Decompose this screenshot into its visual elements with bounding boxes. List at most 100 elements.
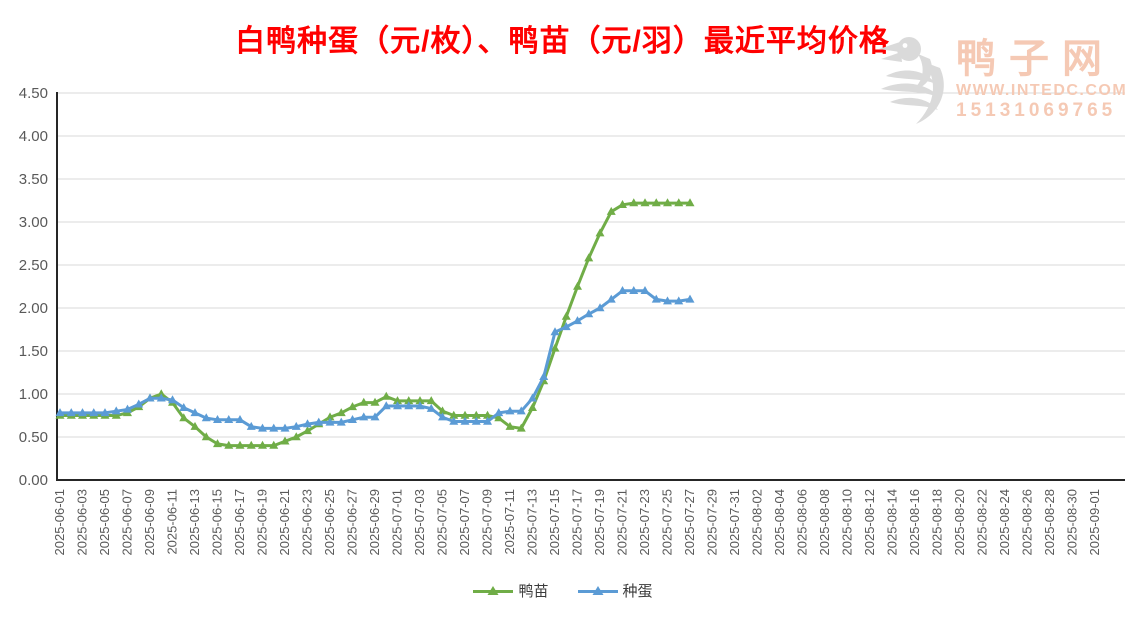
data-point-marker-鸭苗	[404, 396, 414, 405]
data-point-marker-鸭苗	[213, 439, 222, 448]
data-point-marker-种蛋	[550, 327, 560, 336]
y-tick-label: 1.00	[19, 386, 48, 403]
y-tick-label: 4.50	[19, 85, 48, 102]
data-point-marker-种蛋	[336, 417, 346, 426]
data-point-marker-种蛋	[190, 408, 200, 417]
data-point-marker-种蛋	[415, 401, 425, 410]
x-tick-label: 2025-08-16	[907, 489, 922, 556]
data-point-marker-鸭苗	[224, 440, 234, 449]
data-point-marker-鸭苗	[618, 200, 627, 208]
legend-swatch-egg-icon	[577, 585, 618, 595]
data-point-marker-鸭苗	[651, 198, 661, 207]
site-watermark: 鸭子网 WWW.INTEDC.COM 15131069765	[878, 30, 1125, 135]
data-point-marker-鸭苗	[246, 440, 256, 449]
x-tick-label: 2025-08-30	[1065, 489, 1080, 556]
x-tick-label: 2025-08-12	[862, 489, 877, 556]
x-tick-label: 2025-06-25	[322, 489, 337, 556]
data-point-marker-种蛋	[528, 393, 537, 402]
data-point-marker-鸭苗	[348, 402, 357, 411]
series-line-种蛋	[58, 289, 692, 430]
data-point-marker-种蛋	[471, 416, 481, 425]
data-point-marker-种蛋	[460, 416, 470, 425]
x-tick-label: 2025-07-09	[480, 489, 495, 556]
x-tick-label: 2025-08-18	[930, 489, 945, 556]
data-point-marker-种蛋	[606, 294, 616, 303]
data-point-marker-种蛋	[269, 423, 279, 432]
data-point-marker-鸭苗	[494, 413, 504, 422]
chart-title: 白鸭种蛋（元/枚）、鸭苗（元/羽）最近平均价格	[235, 25, 890, 58]
x-tick-label: 2025-07-27	[682, 489, 697, 556]
data-point-marker-种蛋	[438, 412, 447, 421]
data-point-marker-种蛋	[123, 404, 132, 413]
x-tick-label: 2025-08-04	[772, 489, 787, 556]
data-point-marker-种蛋	[651, 294, 661, 303]
data-point-marker-种蛋	[134, 399, 144, 408]
data-point-marker-鸭苗	[528, 402, 537, 411]
data-point-marker-种蛋	[629, 286, 639, 294]
data-point-marker-鸭苗	[460, 410, 470, 419]
data-point-marker-种蛋	[483, 416, 492, 425]
x-tick-label: 2025-06-07	[120, 489, 135, 556]
data-point-marker-种蛋	[348, 415, 357, 423]
x-tick-label: 2025-09-01	[1087, 489, 1102, 556]
x-tick-label: 2025-06-27	[345, 489, 360, 556]
data-point-marker-种蛋	[674, 296, 684, 305]
x-tick-label: 2025-07-19	[592, 489, 607, 556]
x-tick-label: 2025-08-10	[840, 489, 855, 556]
data-point-marker-种蛋	[595, 303, 605, 312]
data-point-marker-种蛋	[359, 412, 369, 421]
data-point-marker-种蛋	[303, 419, 312, 428]
data-point-marker-种蛋	[78, 408, 87, 417]
data-point-marker-鸭苗	[201, 432, 211, 441]
y-tick-label: 2.00	[19, 300, 48, 317]
data-point-marker-种蛋	[539, 372, 549, 380]
data-point-marker-种蛋	[685, 294, 695, 303]
data-point-marker-种蛋	[55, 408, 65, 417]
legend-label-duckling: 鸭苗	[518, 583, 549, 600]
data-point-marker-种蛋	[89, 408, 99, 417]
x-tick-label: 2025-06-23	[300, 489, 315, 556]
duck-logo-icon	[879, 37, 944, 124]
legend-item-duckling: 鸭苗	[472, 580, 549, 601]
x-tick-label: 2025-06-29	[367, 489, 382, 556]
x-tick-label: 2025-06-17	[232, 489, 247, 556]
data-point-marker-鸭苗	[516, 423, 526, 432]
y-tick-label: 0.50	[19, 429, 48, 446]
data-point-marker-鸭苗	[663, 198, 672, 207]
data-point-marker-鸭苗	[573, 281, 582, 290]
x-tick-label: 2025-07-21	[615, 489, 630, 556]
data-point-marker-鸭苗	[359, 397, 369, 406]
legend-swatch-duckling-icon	[473, 585, 514, 595]
watermark-site-name: 鸭子网	[956, 37, 1115, 81]
x-tick-label: 2025-07-11	[502, 489, 517, 555]
data-point-marker-鸭苗	[415, 396, 425, 405]
y-tick-label: 4.00	[19, 128, 48, 145]
x-tick-label: 2025-07-07	[457, 489, 472, 556]
data-point-marker-鸭苗	[595, 228, 605, 237]
data-point-marker-种蛋	[381, 401, 391, 410]
data-point-marker-鸭苗	[449, 410, 459, 419]
y-tick-label: 3.50	[19, 171, 48, 188]
data-point-marker-种蛋	[235, 415, 245, 423]
data-point-marker-种蛋	[426, 403, 436, 412]
x-tick-label: 2025-07-01	[390, 489, 405, 556]
x-tick-label: 2025-08-20	[952, 489, 967, 556]
x-tick-label: 2025-08-28	[1042, 489, 1057, 556]
x-tick-label: 2025-07-31	[727, 489, 742, 556]
data-point-marker-鸭苗	[111, 410, 121, 419]
data-point-marker-种蛋	[584, 309, 594, 318]
chart-legend: 鸭苗 种蛋	[0, 580, 1125, 601]
data-point-marker-鸭苗	[674, 198, 684, 207]
data-point-marker-鸭苗	[179, 413, 189, 422]
data-point-marker-种蛋	[145, 393, 155, 402]
y-tick-label: 3.00	[19, 214, 48, 231]
data-point-marker-鸭苗	[393, 396, 402, 405]
data-point-marker-种蛋	[156, 393, 166, 402]
data-point-marker-种蛋	[246, 421, 256, 430]
data-point-marker-鸭苗	[235, 440, 245, 449]
x-tick-label: 2025-08-26	[1020, 489, 1035, 556]
x-tick-label: 2025-07-15	[547, 489, 562, 556]
legend-item-egg: 种蛋	[577, 580, 653, 601]
data-point-marker-种蛋	[224, 415, 234, 423]
